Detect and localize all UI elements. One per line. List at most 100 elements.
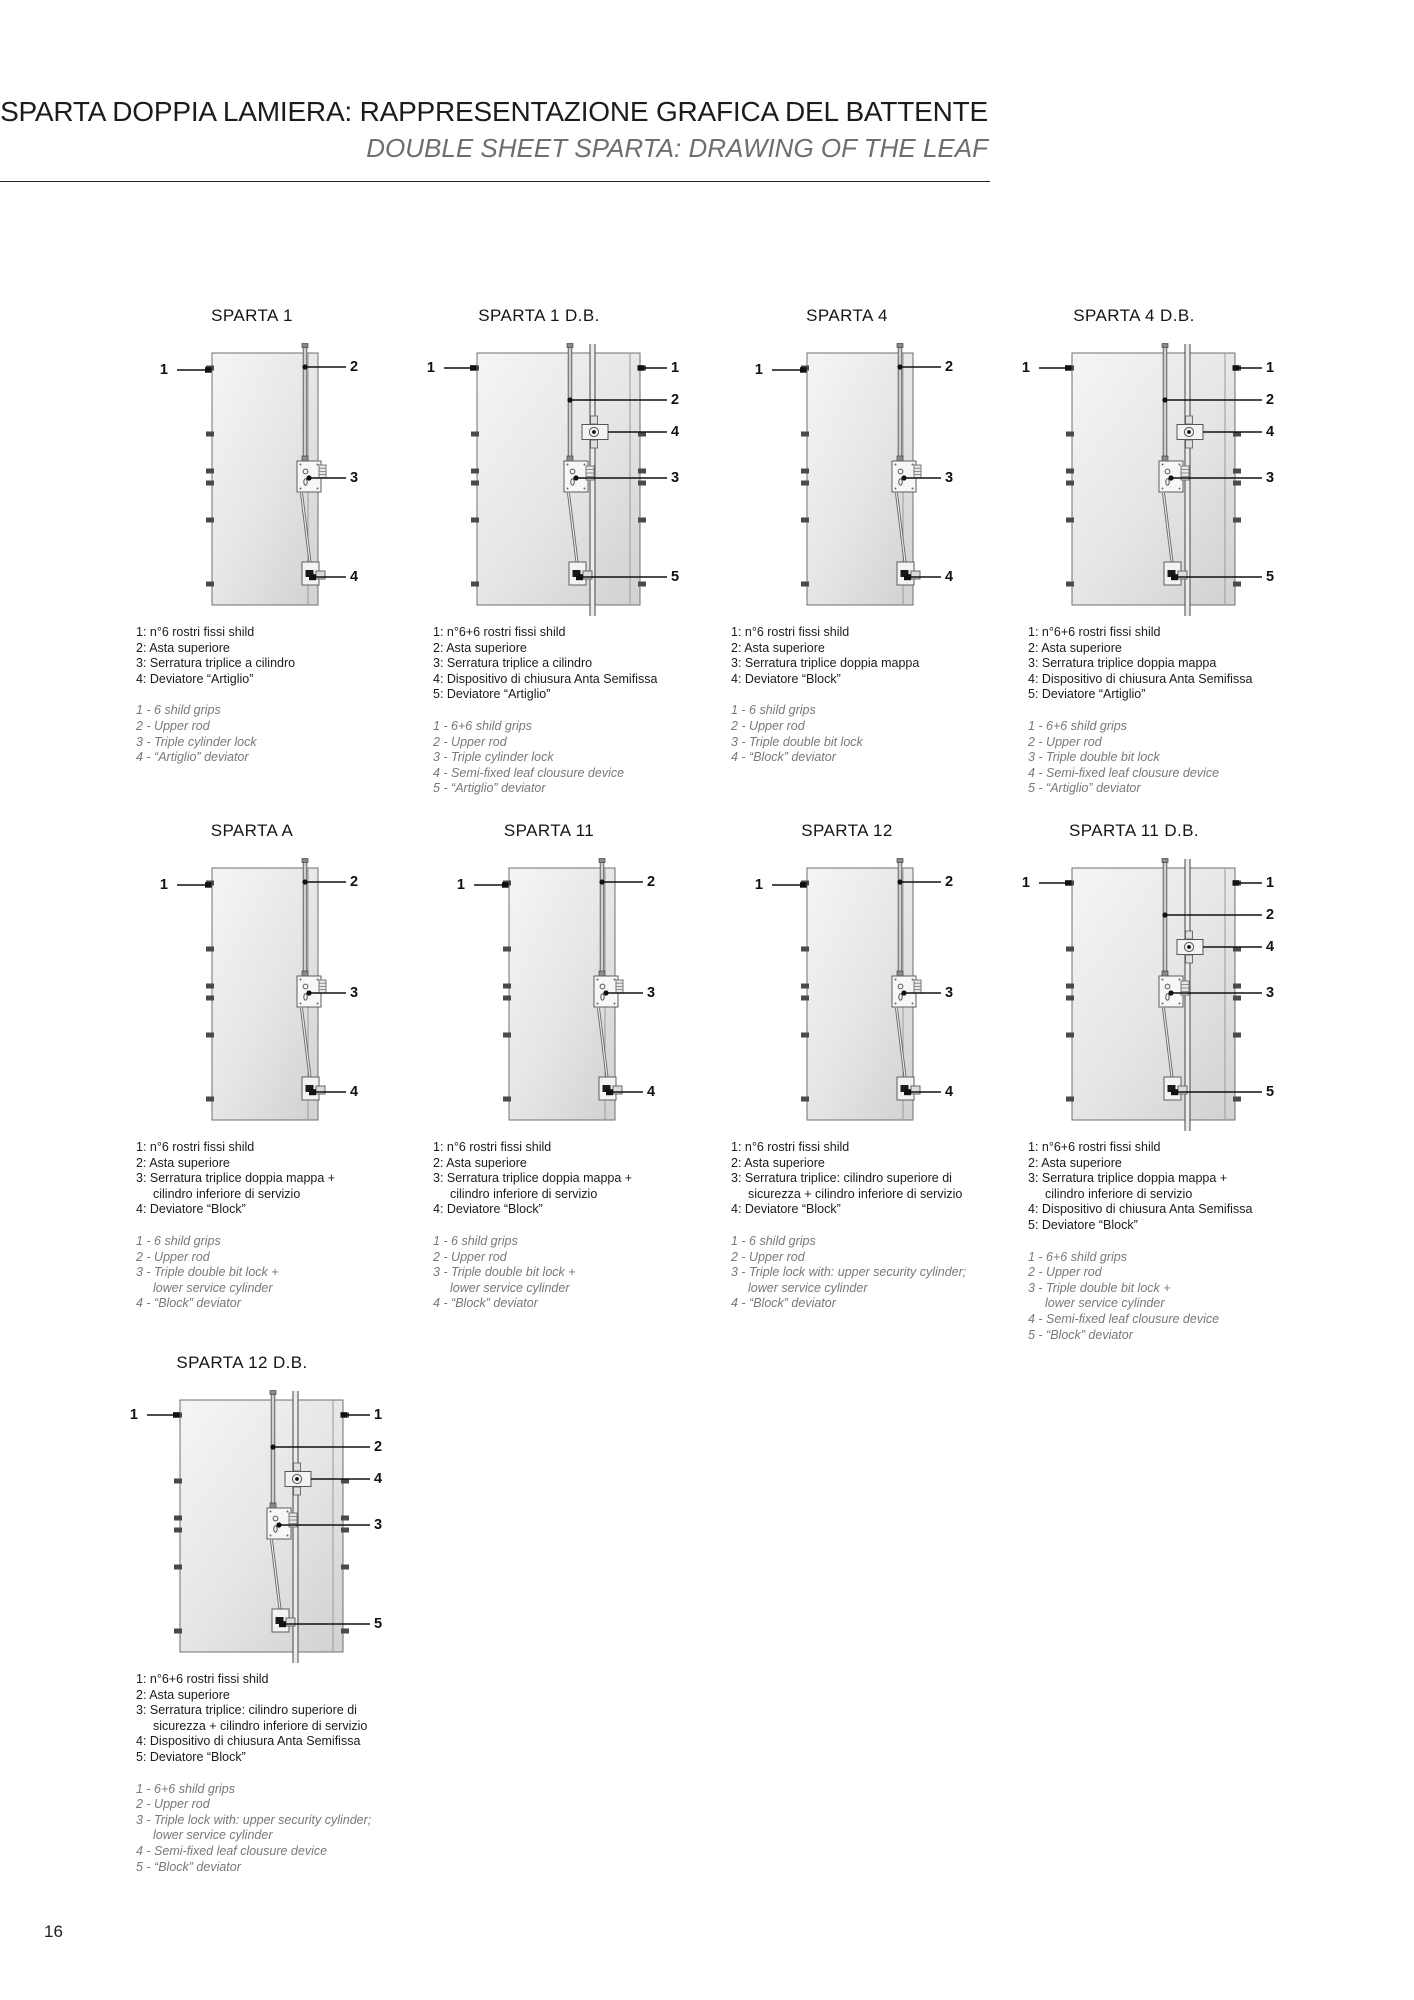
legend-line: 2 - Upper rod [1028,1265,1102,1280]
callout-label: 2 [350,358,359,375]
legend-line: 1: n°6 rostri fissi shild [136,625,255,639]
panel-title: SPARTA 11 [503,821,595,840]
legend-line: cilindro inferiore di servizio [153,1186,301,1201]
door-diagram [772,343,941,606]
legend-line: 2: Asta superiore [1028,1155,1122,1170]
legend-english: 1 - 6+6 shild grips 2 - Upper rod 3 - Trip… [1028,1250,1296,1344]
callout-label: 3 [647,984,656,1001]
legend-line: 2: Asta superiore [433,1155,527,1170]
legend-line: 2 - Upper rod [136,718,210,733]
legend-line: 4: Deviatore “Block” [433,1202,543,1217]
callout-label: 2 [1266,391,1275,408]
panel-title: SPARTA 12 D.B. [176,1353,308,1372]
legend-line: 5 - “Block” deviator [136,1859,241,1874]
legend-line: 1: n°6 rostri fissi shild [731,625,850,639]
door-diagram [474,858,643,1121]
legend-line: 2 - Upper rod [1028,734,1102,749]
legend-line: 3 - Triple double bit lock + [1028,1280,1171,1295]
legend-line: 5: Deviatore “Artiglio” [433,687,551,702]
legend-line: 5: Deviatore “Block” [1028,1217,1138,1232]
legend-line: 1: n°6 rostri fissi shild [433,1140,552,1154]
legend-line: 2: Asta superiore [136,1155,230,1170]
panel-title: SPARTA 11 D.B. [1068,821,1199,840]
legend-line: 2: Asta superiore [136,640,230,655]
legend-line: 3 - Triple cylinder lock [136,734,257,749]
legend-line: 1 - 6 shild grips [731,1233,816,1248]
legend-line: lower service cylinder [153,1280,273,1295]
legend-italian: 1: n°6 rostri fissi shild 2: Asta superio… [433,1140,701,1218]
legend-line: 4: Dispositivo di chiusura Anta Semifiss… [433,671,658,686]
legend-line: 1: n°6+6 rostri fissi shild [1028,625,1161,639]
legend-line: cilindro inferiore di servizio [1045,1186,1193,1201]
legend-italian: 1: n°6+6 rostri fissi shild 2: Asta super… [136,1672,404,1766]
legend-line: 1: n°6 rostri fissi shild [136,1140,255,1154]
callout-label: 2 [1266,906,1275,923]
legend-line: 1 - 6 shild grips [433,1233,518,1248]
legend-line: 3: Serratura triplice a cilindro [136,656,296,671]
page-title-italian: SPARTA DOPPIA LAMIERA: RAPPRESENTAZIONE … [0,96,988,127]
callout-label: 4 [350,568,359,585]
legend-line: 4: Dispositivo di chiusura Anta Semifiss… [1028,671,1253,686]
callout-label: 3 [1266,984,1275,1001]
legend-line: 2 - Upper rod [433,734,507,749]
legend-line: 4 - Semi-fixed leaf clousure device [1028,765,1220,780]
legend-english: 1 - 6 shild grips 2 - Upper rod 3 - Triple… [731,1234,999,1312]
panel-legend: 1: n°6 rostri fissi shild 2: Asta superio… [731,1140,999,1312]
callout-label: 1 [754,361,763,378]
legend-line: 3: Serratura triplice a cilindro [433,656,593,671]
legend-line: lower service cylinder [450,1280,570,1295]
callout-label: 1 [1266,359,1275,376]
callout-label: 5 [374,1615,383,1632]
callout-label: 4 [647,1083,656,1100]
legend-line: 1 - 6+6 shild grips [136,1781,236,1796]
door-diagram [444,343,667,616]
legend-line: 3: Serratura triplice doppia mappa [731,656,920,671]
panel-legend: 1: n°6 rostri fissi shild 2: Asta superio… [136,625,404,766]
legend-line: 1: n°6+6 rostri fissi shild [433,625,566,639]
panel-legend: 1: n°6 rostri fissi shild 2: Asta superio… [731,625,999,766]
legend-line: 2: Asta superiore [433,640,527,655]
legend-line: 1 - 6+6 shild grips [433,718,533,733]
legend-line: sicurezza + cilindro inferiore di serviz… [153,1718,368,1733]
page-title-english: DOUBLE SHEET SPARTA: DRAWING OF THE LEAF [366,133,988,163]
callout-label: 1 [159,876,168,893]
legend-line: 2: Asta superiore [731,640,825,655]
door-diagram [177,858,346,1121]
callout-label: 1 [456,876,465,893]
callout-label: 4 [1266,423,1275,440]
panel-title: SPARTA 4 [806,306,888,325]
legend-line: 2: Asta superiore [136,1687,230,1702]
page-number: 16 [44,1922,63,1941]
callout-label: 5 [671,568,680,585]
legend-line: 4 - “Block” deviator [731,1296,836,1311]
panel-title: SPARTA 1 D.B. [478,306,600,325]
legend-line: 3: Serratura triplice: cilindro superior… [731,1171,952,1186]
legend-line: 4 - Semi-fixed leaf clousure device [433,765,625,780]
callout-label: 2 [671,391,680,408]
panel-legend: 1: n°6+6 rostri fissi shild 2: Asta super… [136,1672,404,1875]
callout-label: 3 [374,1516,383,1533]
legend-line: 2 - Upper rod [731,718,805,733]
panel-title: SPARTA A [210,821,294,840]
callout-label: 1 [129,1406,138,1423]
legend-line: 4 - “Block” deviator [136,1296,241,1311]
legend-english: 1 - 6 shild grips 2 - Upper rod 3 - Triple… [731,703,999,765]
legend-line: 4 - “Block” deviator [433,1296,538,1311]
legend-line: 4: Dispositivo di chiusura Anta Semifiss… [136,1734,361,1749]
legend-italian: 1: n°6+6 rostri fissi shild 2: Asta super… [1028,625,1296,703]
callout-label: 1 [1021,359,1030,376]
legend-line: 1 - 6 shild grips [136,1233,221,1248]
legend-line: 3: Serratura triplice doppia mappa + [433,1171,633,1186]
legend-line: 3: Serratura triplice doppia mappa [1028,656,1217,671]
legend-line: 2 - Upper rod [433,1249,507,1264]
legend-line: 1: n°6+6 rostri fissi shild [136,1672,269,1686]
legend-line: sicurezza + cilindro inferiore di serviz… [748,1186,963,1201]
door-diagram [147,1390,370,1663]
legend-italian: 1: n°6+6 rostri fissi shild 2: Asta super… [1028,1140,1296,1234]
legend-line: lower service cylinder [153,1828,273,1843]
callout-label: 2 [945,873,954,890]
legend-line: 4: Deviatore “Block” [136,1202,246,1217]
callout-label: 4 [1266,938,1275,955]
legend-line: 5: Deviatore “Block” [136,1749,246,1764]
